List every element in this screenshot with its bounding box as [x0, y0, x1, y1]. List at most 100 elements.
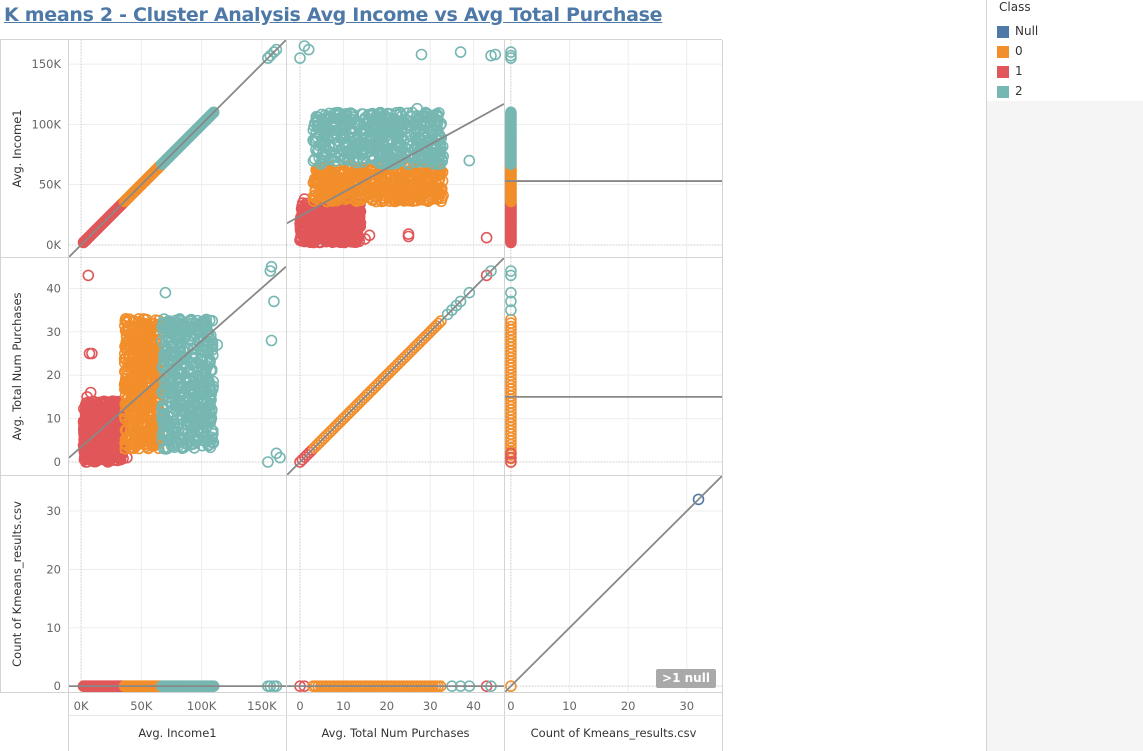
data-point-cluster-0 — [419, 174, 432, 187]
data-point-cluster-0 — [389, 170, 402, 182]
data-point-cluster-2 — [378, 157, 390, 170]
data-point-cluster-0 — [327, 169, 340, 182]
data-point-cluster-2 — [193, 335, 205, 348]
data-point-cluster-0 — [392, 181, 405, 193]
x-tick-label: 10 — [336, 699, 351, 713]
data-point-cluster-1 — [334, 234, 347, 247]
data-point-cluster-0 — [135, 334, 147, 347]
data-point-cluster-0 — [505, 320, 517, 333]
data-point-cluster-2 — [426, 146, 438, 159]
data-point-cluster-0 — [356, 168, 369, 180]
data-point-cluster-2 — [177, 427, 189, 440]
y-tick-label: 30 — [46, 325, 61, 339]
data-point-cluster-2 — [505, 46, 517, 58]
data-point-cluster-2 — [199, 318, 212, 330]
data-point-cluster-1 — [301, 215, 313, 227]
y-axis-title: Avg. Total Num Purchases — [10, 292, 24, 440]
data-point-cluster-2 — [411, 139, 424, 151]
data-point-cluster-2 — [505, 295, 517, 308]
data-point-cluster-1 — [84, 386, 97, 399]
data-point-cluster-2 — [188, 421, 201, 434]
data-point-cluster-2 — [319, 128, 332, 141]
data-point-cluster-0 — [119, 340, 131, 353]
x-tick-label: 20 — [621, 699, 636, 713]
data-point-cluster-0 — [339, 186, 351, 199]
legend-label-2: 2 — [1015, 84, 1023, 98]
data-point-cluster-0 — [119, 319, 131, 332]
data-point-cluster-2 — [187, 382, 199, 395]
data-point-cluster-2 — [262, 52, 274, 64]
y-tick-label: 50K — [39, 178, 62, 192]
data-point-cluster-2 — [164, 373, 177, 386]
data-point-cluster-1 — [334, 226, 347, 239]
data-point-cluster-1 — [349, 213, 361, 225]
trend-line — [69, 266, 286, 459]
data-point-cluster-2 — [184, 320, 197, 333]
data-point-cluster-0 — [321, 176, 333, 188]
data-point-cluster-2 — [344, 107, 357, 119]
data-point-cluster-2 — [318, 151, 331, 164]
data-point-cluster-0 — [132, 377, 145, 390]
data-point-cluster-0 — [408, 179, 421, 191]
null-indicator-badge[interactable]: >1 null — [656, 669, 716, 688]
data-point-cluster-2 — [373, 111, 386, 124]
data-point-cluster-2 — [505, 269, 517, 282]
data-point-cluster-2 — [402, 144, 415, 156]
data-point-cluster-1 — [505, 456, 517, 468]
data-point-cluster-1 — [96, 444, 108, 456]
data-point-cluster-0 — [134, 352, 147, 365]
y-tick-label: 0 — [54, 455, 61, 469]
data-point-cluster-2 — [319, 109, 331, 122]
data-point-cluster-0 — [309, 177, 322, 190]
data-point-cluster-2 — [377, 138, 389, 150]
data-point-cluster-2 — [463, 154, 476, 167]
data-point-cluster-2 — [207, 106, 220, 119]
y-tick-label: 150K — [32, 57, 62, 71]
data-point-cluster-2 — [307, 124, 320, 136]
data-point-cluster-0 — [369, 182, 382, 195]
data-point-cluster-2 — [391, 139, 403, 151]
data-point-cluster-2 — [367, 125, 380, 137]
data-point-cluster-1 — [328, 228, 341, 241]
data-point-cluster-1 — [82, 269, 95, 282]
data-point-cluster-2 — [203, 375, 215, 388]
data-point-cluster-1 — [349, 219, 362, 231]
data-point-cluster-2 — [404, 110, 417, 122]
data-point-cluster-2 — [168, 434, 181, 446]
data-point-cluster-2 — [206, 108, 218, 120]
data-point-cluster-2 — [418, 117, 431, 130]
data-point-cluster-2 — [198, 334, 210, 346]
data-point-cluster-2 — [298, 40, 311, 52]
data-point-cluster-2 — [359, 124, 371, 136]
data-point-cluster-0 — [132, 382, 144, 395]
data-point-cluster-2 — [186, 386, 199, 399]
data-point-cluster-2 — [505, 304, 517, 316]
data-point-cluster-2 — [505, 265, 517, 277]
x-tick-label: 10 — [562, 699, 577, 713]
data-point-cluster-2 — [419, 141, 431, 153]
y-tick-label: 30 — [46, 504, 61, 518]
data-point-cluster-2 — [356, 152, 369, 165]
data-point-cluster-0 — [346, 192, 358, 204]
trend-line — [287, 103, 504, 225]
legend-background — [986, 101, 1143, 751]
data-point-cluster-2 — [317, 134, 330, 147]
data-point-cluster-2 — [365, 109, 378, 122]
y-tick-label: 40 — [46, 281, 61, 295]
data-point-cluster-0 — [402, 192, 415, 205]
data-point-cluster-2 — [197, 377, 209, 390]
data-point-cluster-2 — [424, 155, 437, 167]
data-point-cluster-2 — [268, 295, 280, 308]
data-point-cluster-2 — [165, 397, 177, 409]
data-point-cluster-0 — [432, 193, 444, 205]
trend-line — [505, 476, 722, 692]
data-point-cluster-2 — [381, 151, 394, 164]
data-point-cluster-0 — [146, 369, 159, 382]
data-point-cluster-2 — [396, 115, 409, 128]
data-point-cluster-2 — [360, 146, 372, 159]
data-point-cluster-2 — [168, 356, 181, 368]
x-tick-label: 30 — [423, 699, 438, 713]
page-title[interactable]: K means 2 - Cluster Analysis Avg Income … — [4, 4, 663, 26]
data-point-cluster-1 — [505, 447, 517, 460]
data-point-cluster-1 — [337, 220, 349, 232]
